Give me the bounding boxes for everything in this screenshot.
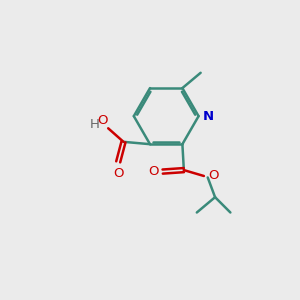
Text: O: O bbox=[97, 114, 107, 127]
Text: O: O bbox=[113, 167, 123, 180]
Text: H: H bbox=[90, 118, 100, 131]
Text: O: O bbox=[208, 169, 218, 182]
Text: O: O bbox=[148, 165, 158, 178]
Text: N: N bbox=[202, 110, 214, 123]
